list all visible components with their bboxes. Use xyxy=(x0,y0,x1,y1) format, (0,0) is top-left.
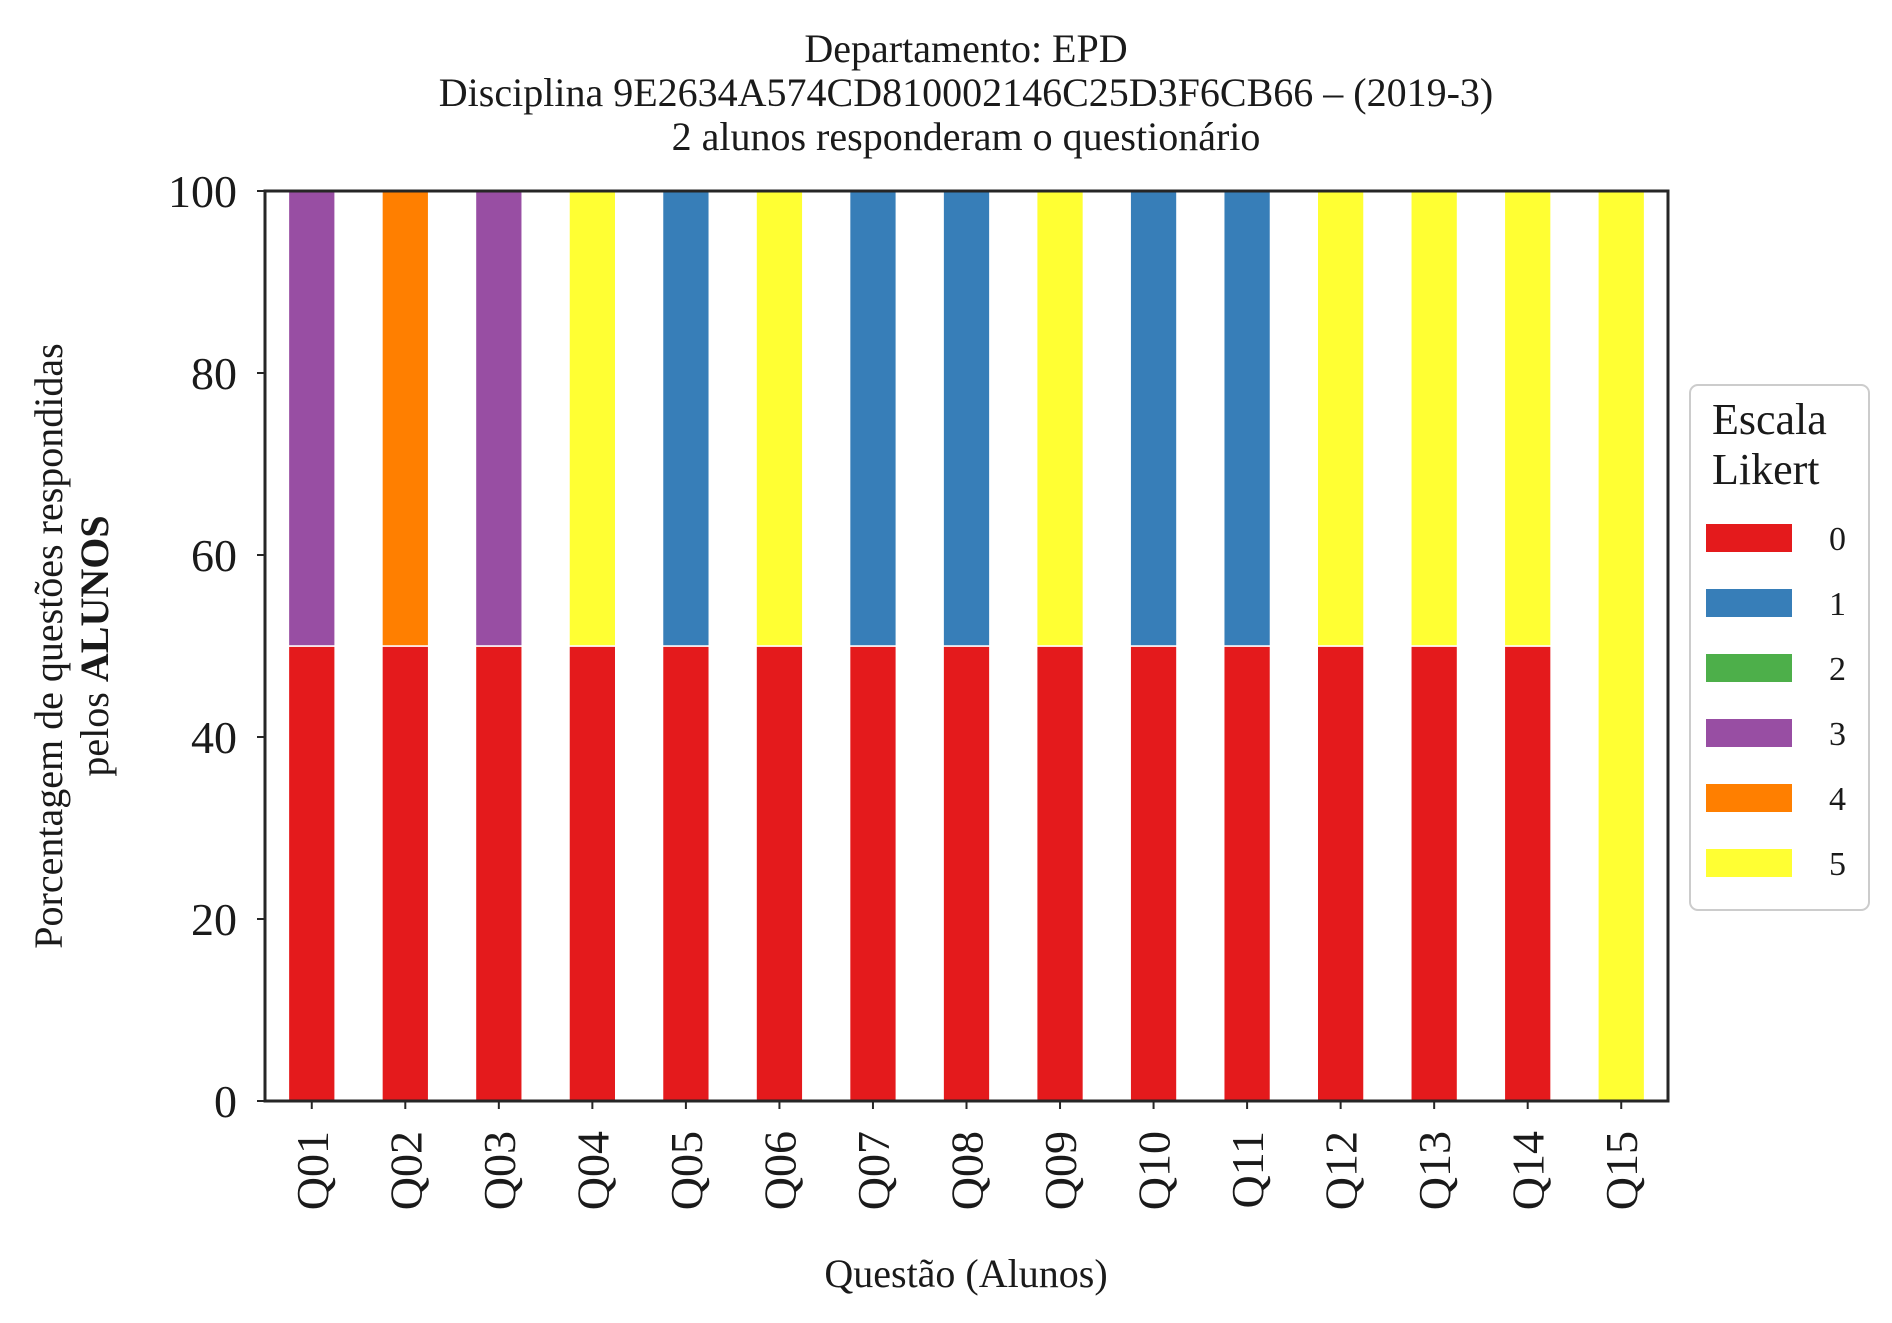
bar-Q04-scale-5 xyxy=(568,190,617,647)
bar-Q11-scale-1 xyxy=(1222,190,1272,647)
y-tick-label-80: 80 xyxy=(191,348,237,399)
legend-items: 0 1 2 3 4 5 xyxy=(1706,521,1846,883)
chart-title-line-1: Departamento: EPD xyxy=(804,26,1127,71)
x-tick-label-Q06: Q06 xyxy=(754,1131,805,1210)
x-tick-label-Q11: Q11 xyxy=(1222,1131,1273,1209)
y-tick-label-0: 0 xyxy=(214,1076,237,1127)
legend-swatch-2 xyxy=(1706,654,1792,682)
legend-swatch-5 xyxy=(1706,849,1792,877)
bar-Q01-scale-0 xyxy=(287,645,336,1102)
bar-Q12-scale-5 xyxy=(1316,190,1365,647)
bar-Q13-scale-0 xyxy=(1410,645,1459,1102)
bar-Q03-scale-3 xyxy=(474,190,523,647)
x-tick-label-Q10: Q10 xyxy=(1129,1131,1180,1210)
legend-swatch-0 xyxy=(1706,524,1792,552)
legend-title-line-2: Likert xyxy=(1712,445,1820,494)
x-tick-label-Q03: Q03 xyxy=(474,1131,525,1210)
bar-Q06-scale-5 xyxy=(755,190,804,647)
y-axis-label-line2: pelos ALUNOS xyxy=(72,515,117,776)
chart-title-line-3: 2 alunos responderam o questionário xyxy=(672,114,1261,159)
legend-label-3: 3 xyxy=(1829,716,1846,753)
legend-swatch-1 xyxy=(1706,589,1792,617)
bar-Q02-scale-4 xyxy=(381,190,430,647)
x-tick-label-Q08: Q08 xyxy=(942,1131,993,1210)
x-tick-label-Q02: Q02 xyxy=(380,1131,431,1210)
bar-Q08-scale-0 xyxy=(942,645,991,1102)
bar-Q01-scale-3 xyxy=(287,190,336,647)
y-axis-ticks: 0 20 40 60 80 100 xyxy=(168,166,265,1127)
bar-Q13-scale-5 xyxy=(1410,190,1459,647)
x-tick-label-Q07: Q07 xyxy=(848,1131,899,1210)
bar-Q05-scale-1 xyxy=(661,190,711,647)
y-axis-label-line1: Porcentagem de questões respondidas xyxy=(26,343,71,948)
legend-label-5: 5 xyxy=(1829,846,1846,883)
bar-Q02-scale-0 xyxy=(381,645,430,1102)
bar-Q08-scale-1 xyxy=(942,190,991,647)
legend-swatch-3 xyxy=(1706,719,1792,747)
bar-Q10-scale-0 xyxy=(1129,645,1178,1102)
bar-Q09-scale-5 xyxy=(1035,190,1085,647)
y-axis-label-bold: ALUNOS xyxy=(72,515,117,682)
x-tick-label-Q09: Q09 xyxy=(1035,1131,1086,1210)
bar-Q14-scale-0 xyxy=(1503,645,1552,1102)
bar-Q11-scale-0 xyxy=(1222,645,1272,1102)
x-tick-label-Q01: Q01 xyxy=(287,1131,338,1210)
y-tick-label-100: 100 xyxy=(168,166,237,217)
x-tick-label-Q15: Q15 xyxy=(1596,1131,1647,1210)
x-tick-label-Q05: Q05 xyxy=(661,1131,712,1210)
bar-Q12-scale-0 xyxy=(1316,645,1365,1102)
legend-label-2: 2 xyxy=(1829,651,1846,688)
legend-frame xyxy=(1689,384,1870,911)
y-axis-label-prefix: pelos xyxy=(72,692,117,776)
bar-Q06-scale-0 xyxy=(755,645,804,1102)
bar-Q09-scale-0 xyxy=(1035,645,1085,1102)
bar-Q04-scale-0 xyxy=(568,645,617,1102)
bars xyxy=(287,190,1646,1102)
legend-label-0: 0 xyxy=(1829,521,1846,558)
legend-title-line-1: Escala xyxy=(1712,395,1827,444)
bar-Q03-scale-0 xyxy=(474,645,523,1102)
y-tick-label-20: 20 xyxy=(191,894,237,945)
bar-Q14-scale-5 xyxy=(1503,190,1552,647)
x-tick-label-Q12: Q12 xyxy=(1316,1131,1367,1210)
legend-label-1: 1 xyxy=(1829,586,1846,623)
legend-label-4: 4 xyxy=(1829,781,1846,818)
x-axis-label: Questão (Alunos) xyxy=(824,1251,1107,1296)
x-tick-label-Q13: Q13 xyxy=(1409,1131,1460,1210)
x-axis-ticks: Q01 Q02 Q03 Q04 Q05 Q06 Q07 Q08 Q09 Q10 Q11 Q12 Q13 Q… xyxy=(287,1101,1647,1210)
y-tick-label-40: 40 xyxy=(191,712,237,763)
bar-Q10-scale-1 xyxy=(1129,190,1178,647)
bar-Q15-scale-5 xyxy=(1597,190,1646,1102)
bar-Q07-scale-0 xyxy=(848,645,898,1102)
chart-title-line-2: Disciplina 9E2634A574CD810002146C25D3F6C… xyxy=(439,70,1493,115)
y-tick-label-60: 60 xyxy=(191,530,237,581)
y-axis-label: Porcentagem de questões respondidas pelo… xyxy=(26,343,117,948)
x-tick-label-Q04: Q04 xyxy=(567,1131,618,1210)
legend-swatch-4 xyxy=(1706,784,1792,812)
bar-Q07-scale-1 xyxy=(848,190,898,647)
bar-Q05-scale-0 xyxy=(661,645,711,1102)
x-tick-label-Q14: Q14 xyxy=(1503,1131,1554,1210)
